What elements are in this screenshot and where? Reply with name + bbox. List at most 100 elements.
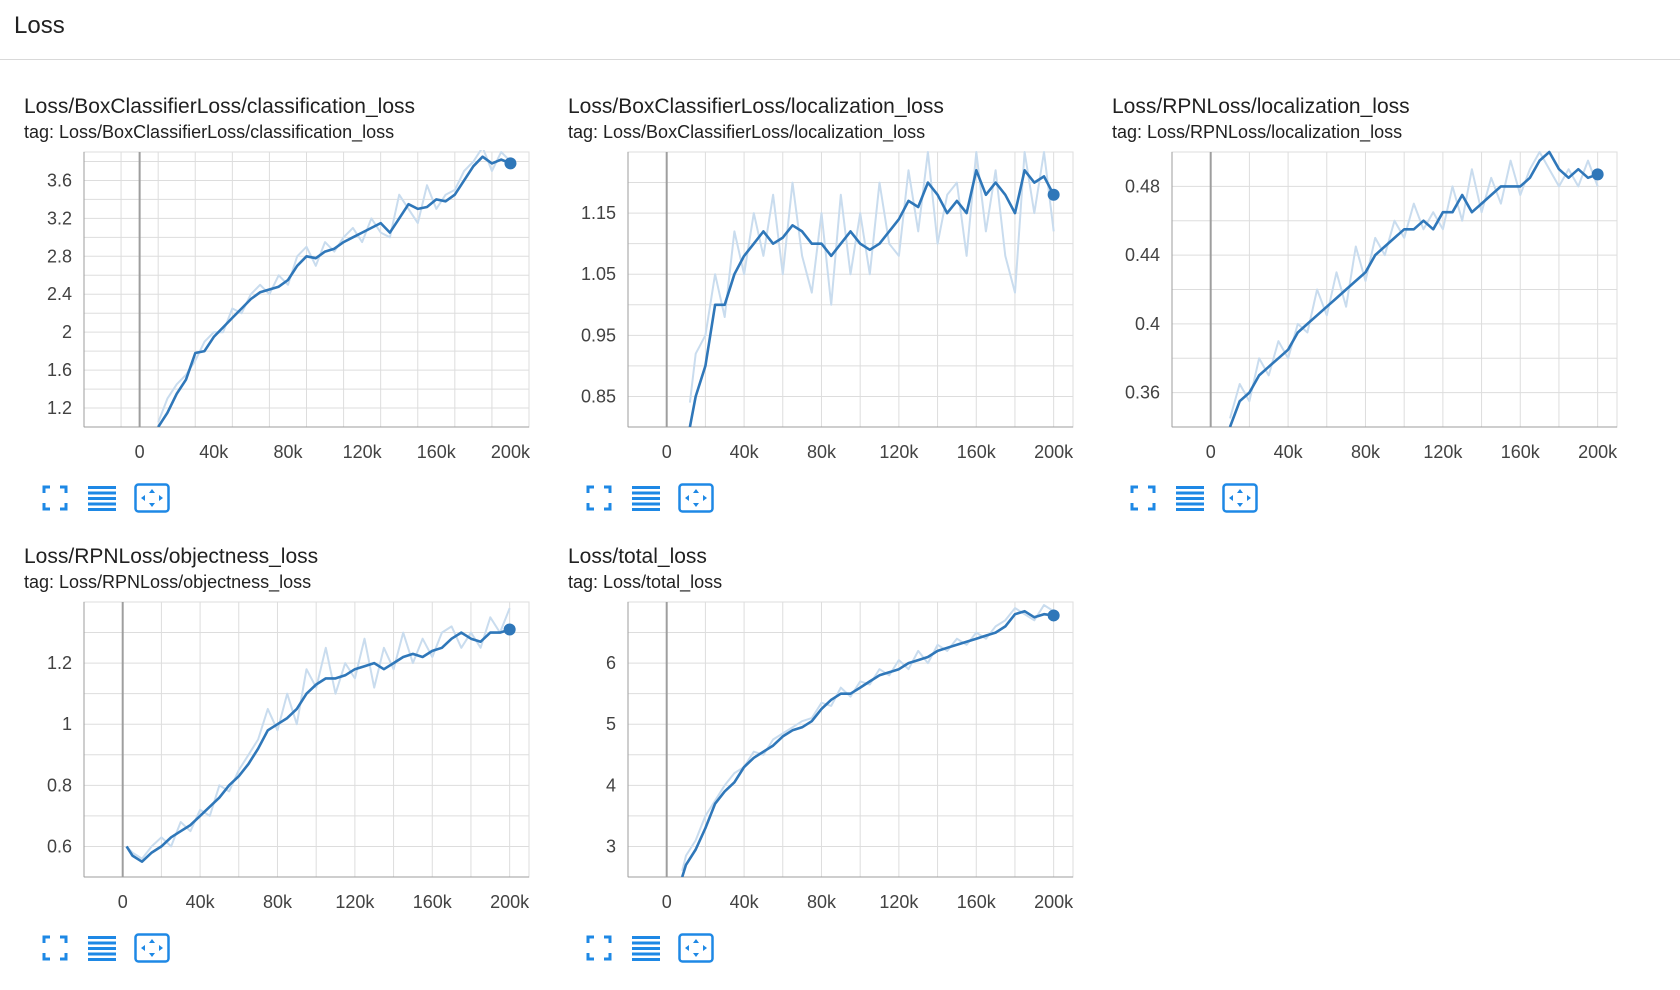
expand-chart-button[interactable]	[678, 483, 718, 519]
x-tick-label: 120k	[879, 892, 919, 912]
y-tick-label: 2	[62, 322, 72, 342]
chart-title: Loss/RPNLoss/localization_loss	[1112, 95, 1410, 118]
toggle-y-log-button[interactable]	[630, 933, 670, 969]
grid	[627, 151, 1073, 428]
y-tick-label: 4	[606, 775, 616, 795]
x-tick-label: 160k	[417, 442, 457, 462]
fit-domain-icon	[42, 935, 68, 961]
chart-title: Loss/RPNLoss/objectness_loss	[24, 545, 319, 568]
section-header: Loss	[0, 0, 1680, 60]
y-tick-label: 0.44	[1125, 245, 1160, 265]
x-tick-label: 80k	[807, 442, 837, 462]
fit-domain-button[interactable]	[584, 933, 624, 969]
toggle-y-log-button[interactable]	[86, 483, 126, 519]
x-tick-label: 40k	[186, 892, 216, 912]
series-line-raw	[125, 607, 511, 860]
expand-chart-button[interactable]	[134, 483, 174, 519]
latest-point-marker	[1047, 188, 1060, 201]
y-tick-label: 0.36	[1125, 383, 1160, 403]
x-tick-label: 0	[118, 892, 128, 912]
x-tick-label: 160k	[957, 442, 997, 462]
toggle-y-log-icon	[88, 936, 116, 961]
line-chart[interactable]: 0 40k 80k 120k 160k 200k 3 4 5 6	[558, 597, 1098, 932]
latest-point-marker	[1591, 168, 1604, 181]
y-tick-label: 0.48	[1125, 176, 1160, 196]
expand-chart-button[interactable]	[134, 933, 174, 969]
x-tick-label: 200k	[1034, 892, 1074, 912]
x-tick-label: 160k	[413, 892, 453, 912]
series-line-raw	[681, 604, 1055, 872]
latest-point-marker	[504, 157, 517, 170]
fit-domain-button[interactable]	[1128, 483, 1168, 519]
toggle-y-log-button[interactable]	[86, 933, 126, 969]
line-chart[interactable]: 0 40k 80k 120k 160k 200k 0.6 0.8 1 1.2	[14, 597, 554, 932]
chart-tag: tag: Loss/RPNLoss/localization_loss	[1112, 122, 1403, 142]
x-tick-label: 80k	[1351, 442, 1381, 462]
line-chart[interactable]: 0 40k 80k 120k 160k 200k 0.85 0.95 1.05 1.15	[558, 147, 1098, 482]
series-line-smoothed	[125, 628, 511, 863]
chart-card: Loss/total_loss tag: Loss/total_loss 0 40…	[558, 545, 1088, 975]
toggle-y-log-button[interactable]	[630, 483, 670, 519]
series-line-smoothed	[157, 155, 511, 427]
series-line-smoothed	[688, 169, 1055, 427]
line-chart[interactable]: 0 40k 80k 120k 160k 200k 0.36 0.4 0.44 0.48	[1102, 147, 1642, 482]
series-line-smoothed	[1228, 150, 1599, 427]
y-tick-label: 0.4	[1135, 314, 1160, 334]
x-tick-label: 0	[662, 442, 672, 462]
y-tick-label: 6	[606, 653, 616, 673]
y-tick-label: 3.6	[47, 170, 72, 190]
x-tick-label: 0	[662, 892, 672, 912]
x-tick-label: 200k	[490, 892, 530, 912]
chart-title: Loss/BoxClassifierLoss/localization_loss	[568, 95, 944, 118]
x-tick-label: 120k	[1423, 442, 1463, 462]
latest-point-marker	[1047, 609, 1060, 622]
chart-card: Loss/RPNLoss/localization_loss tag: Loss…	[1102, 95, 1632, 525]
toggle-y-log-icon	[88, 486, 116, 511]
y-tick-label: 1.2	[47, 398, 72, 418]
grid	[83, 152, 530, 428]
x-tick-label: 0	[135, 442, 145, 462]
fit-domain-icon	[1130, 485, 1156, 511]
fit-domain-button[interactable]	[40, 483, 80, 519]
fit-domain-icon	[586, 935, 612, 961]
x-tick-label: 160k	[1501, 442, 1541, 462]
fit-domain-button[interactable]	[40, 933, 80, 969]
chart-tag: tag: Loss/BoxClassifierLoss/localization…	[568, 122, 926, 142]
chart-title: Loss/BoxClassifierLoss/classification_lo…	[24, 95, 415, 118]
x-tick-label: 80k	[273, 442, 303, 462]
toggle-y-log-button[interactable]	[1174, 483, 1214, 519]
chart-tag: tag: Loss/total_loss	[568, 572, 723, 592]
y-tick-label: 0.6	[47, 836, 72, 856]
expand-chart-icon	[678, 933, 714, 963]
line-chart[interactable]: 0 40k 80k 120k 160k 200k 1.2 1.6 2 2.4 2.8 3.2 3.6	[14, 147, 554, 482]
x-tick-label: 160k	[957, 892, 997, 912]
y-tick-label: 3.2	[47, 208, 72, 228]
section-title[interactable]: Loss	[14, 12, 65, 39]
y-tick-label: 0.8	[47, 775, 72, 795]
x-tick-label: 120k	[879, 442, 919, 462]
toggle-y-log-icon	[1176, 486, 1204, 511]
chart-tag: tag: Loss/RPNLoss/objectness_loss	[24, 572, 312, 592]
y-tick-label: 1.15	[581, 203, 616, 223]
y-tick-label: 2.8	[47, 246, 72, 266]
chart-tag: tag: Loss/BoxClassifierLoss/classificati…	[24, 122, 395, 142]
y-tick-label: 0.85	[581, 386, 616, 406]
fit-domain-icon	[42, 485, 68, 511]
plot-frame	[627, 601, 1074, 878]
plot-frame	[627, 151, 1074, 428]
chart-card: Loss/BoxClassifierLoss/localization_loss…	[558, 95, 1088, 525]
chart-card: Loss/RPNLoss/objectness_loss tag: Loss/R…	[14, 545, 544, 975]
expand-chart-button[interactable]	[678, 933, 718, 969]
x-tick-label: 40k	[1274, 442, 1304, 462]
expand-chart-button[interactable]	[1222, 483, 1262, 519]
x-tick-label: 200k	[1034, 442, 1074, 462]
x-tick-label: 200k	[491, 442, 531, 462]
plot-frame	[83, 601, 530, 878]
toggle-y-log-icon	[632, 486, 660, 511]
fit-domain-button[interactable]	[584, 483, 624, 519]
y-tick-label: 1	[62, 714, 72, 734]
x-tick-label: 120k	[343, 442, 383, 462]
x-tick-label: 40k	[199, 442, 229, 462]
x-tick-label: 40k	[730, 892, 760, 912]
toggle-y-log-icon	[632, 936, 660, 961]
